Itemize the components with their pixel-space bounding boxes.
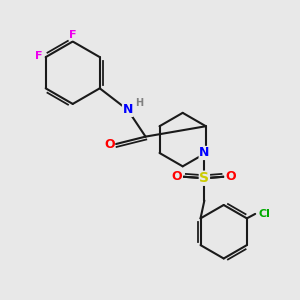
Text: O: O [104,138,115,151]
Text: N: N [122,103,133,116]
Text: Cl: Cl [259,209,271,219]
Text: H: H [135,98,143,108]
Text: F: F [35,51,43,61]
Text: F: F [69,30,76,40]
Text: S: S [200,171,209,185]
Text: O: O [225,170,236,183]
Text: O: O [172,170,182,183]
Text: N: N [199,146,210,160]
